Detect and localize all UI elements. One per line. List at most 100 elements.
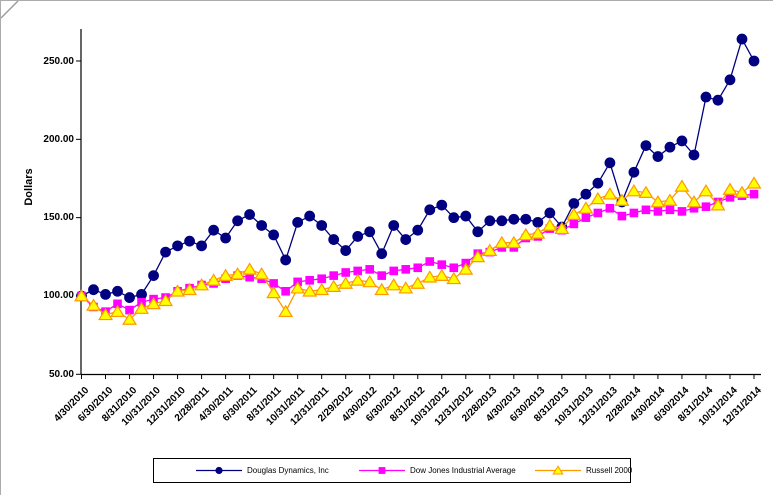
triangle-marker-icon bbox=[338, 276, 354, 289]
circle-marker-icon bbox=[124, 292, 135, 303]
circle-marker-icon bbox=[136, 289, 147, 300]
legend-swatch bbox=[196, 466, 242, 475]
square-marker-icon bbox=[605, 203, 615, 213]
triangle-marker-icon bbox=[470, 249, 486, 263]
triangle-marker-icon bbox=[386, 278, 402, 291]
y-tick-label: 250.00 bbox=[43, 55, 74, 67]
square-marker-icon bbox=[341, 268, 350, 277]
circle-marker-icon bbox=[100, 289, 111, 300]
triangle-marker-icon bbox=[614, 193, 630, 206]
square-marker-icon bbox=[425, 257, 435, 266]
circle-marker-icon bbox=[340, 245, 352, 256]
triangle-marker-icon bbox=[158, 293, 174, 307]
square-marker-icon bbox=[113, 299, 122, 309]
triangle-marker-icon bbox=[110, 304, 125, 318]
circle-marker-icon bbox=[736, 33, 748, 45]
circle-marker-icon bbox=[460, 210, 472, 222]
triangle-marker-icon bbox=[122, 312, 137, 325]
triangle-marker-icon bbox=[278, 304, 294, 318]
circle-marker-icon bbox=[215, 466, 223, 475]
circle-marker-icon bbox=[544, 207, 556, 219]
square-marker-icon bbox=[245, 272, 254, 282]
circle-marker-icon bbox=[640, 140, 652, 151]
square-marker-icon bbox=[378, 467, 386, 474]
triangle-marker-icon bbox=[134, 301, 150, 314]
triangle-marker-icon bbox=[710, 198, 726, 211]
legend-swatch bbox=[359, 467, 405, 474]
triangle-marker-icon bbox=[638, 185, 654, 198]
triangle-marker-icon bbox=[254, 267, 270, 280]
circle-marker-icon bbox=[712, 94, 724, 106]
circle-marker-icon bbox=[328, 234, 340, 245]
circle-marker-icon bbox=[592, 177, 604, 189]
triangle-marker-icon bbox=[602, 187, 618, 200]
circle-marker-icon bbox=[232, 215, 244, 227]
triangle-marker-icon bbox=[230, 267, 246, 280]
triangle-marker-icon bbox=[626, 184, 642, 197]
legend-swatch bbox=[535, 465, 581, 475]
square-marker-icon bbox=[437, 260, 447, 269]
legend-item: Douglas Dynamics, Inc bbox=[196, 459, 329, 482]
circle-marker-icon bbox=[292, 216, 304, 228]
circle-marker-icon bbox=[580, 188, 592, 200]
triangle-marker-icon bbox=[554, 221, 570, 235]
circle-marker-icon bbox=[604, 157, 616, 169]
triangle-marker-icon bbox=[314, 282, 330, 296]
square-marker-icon bbox=[749, 189, 759, 199]
square-marker-icon bbox=[689, 203, 699, 213]
triangle-marker-icon bbox=[590, 191, 606, 205]
triangle-marker-icon bbox=[98, 307, 113, 321]
y-tick-label: 50.00 bbox=[48, 368, 74, 380]
square-marker-icon bbox=[617, 211, 627, 221]
circle-marker-icon bbox=[628, 166, 640, 178]
circle-marker-icon bbox=[436, 199, 448, 211]
triangle-marker-icon bbox=[698, 184, 714, 197]
circle-marker-icon bbox=[568, 198, 580, 209]
y-tick-label: 150.00 bbox=[43, 212, 74, 224]
circle-marker-icon bbox=[508, 213, 520, 225]
square-marker-icon bbox=[653, 207, 663, 216]
x-tick-label: 12/31/2014 bbox=[666, 380, 764, 428]
circle-marker-icon bbox=[160, 246, 171, 258]
circle-marker-icon bbox=[724, 74, 736, 86]
circle-marker-icon bbox=[700, 91, 712, 103]
circle-marker-icon bbox=[652, 151, 664, 162]
triangle-marker-icon bbox=[74, 289, 89, 302]
circle-marker-icon bbox=[172, 240, 183, 252]
circle-marker-icon bbox=[364, 226, 376, 238]
triangle-marker-icon bbox=[326, 279, 342, 292]
circle-marker-icon bbox=[112, 285, 123, 297]
square-marker-icon bbox=[269, 279, 278, 288]
triangle-marker-icon bbox=[290, 281, 306, 294]
circle-marker-icon bbox=[472, 226, 484, 238]
circle-marker-icon bbox=[676, 135, 688, 147]
square-marker-icon bbox=[329, 271, 338, 280]
circle-marker-icon bbox=[496, 215, 508, 227]
circle-marker-icon bbox=[184, 235, 195, 247]
square-marker-icon bbox=[377, 271, 387, 280]
legend-item: Russell 2000 bbox=[535, 459, 632, 482]
triangle-marker-icon bbox=[662, 193, 678, 206]
triangle-marker-icon bbox=[746, 176, 762, 189]
circle-marker-icon bbox=[448, 212, 460, 224]
triangle-marker-icon bbox=[686, 195, 702, 208]
circle-marker-icon bbox=[412, 224, 424, 236]
circle-marker-icon bbox=[688, 149, 700, 161]
square-marker-icon bbox=[401, 265, 411, 274]
triangle-marker-icon bbox=[194, 278, 210, 291]
square-marker-icon bbox=[629, 208, 639, 218]
square-marker-icon bbox=[677, 207, 687, 216]
triangle-marker-icon bbox=[506, 235, 522, 249]
square-marker-icon bbox=[125, 305, 134, 315]
circle-marker-icon bbox=[280, 254, 292, 266]
triangle-marker-icon bbox=[410, 276, 426, 289]
square-marker-icon bbox=[449, 263, 459, 273]
triangle-marker-icon bbox=[578, 201, 594, 214]
triangle-marker-icon bbox=[494, 235, 510, 249]
circle-marker-icon bbox=[220, 232, 232, 244]
square-marker-icon bbox=[581, 213, 591, 222]
circle-marker-icon bbox=[244, 209, 256, 220]
triangle-marker-icon bbox=[482, 243, 498, 256]
circle-marker-icon bbox=[268, 229, 280, 241]
triangle-marker-icon bbox=[542, 218, 558, 231]
